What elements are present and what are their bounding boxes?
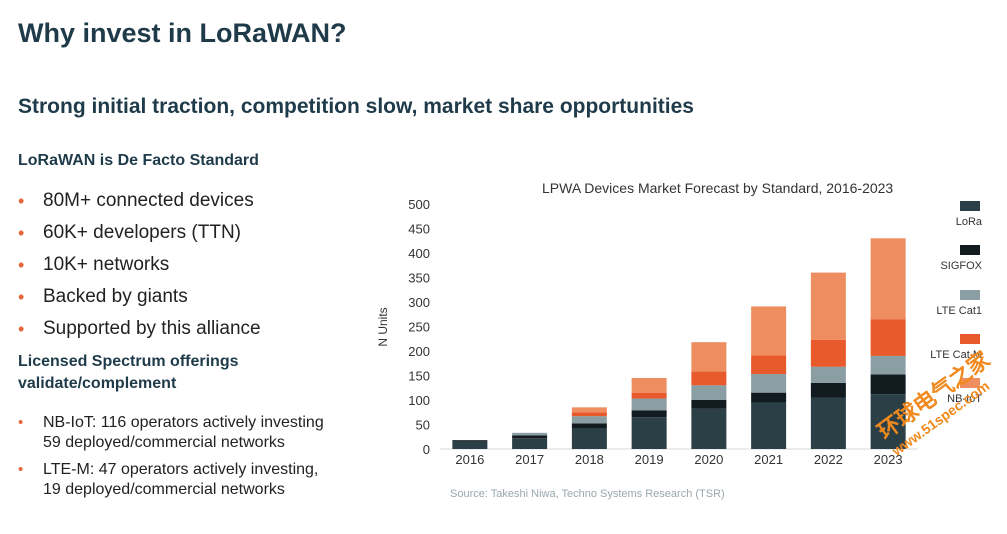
slide-title: Why invest in LoRaWAN? (18, 18, 347, 48)
bar-segment-nb-iot (631, 377, 667, 393)
bar-segment-lora (691, 408, 727, 449)
bar-segment-lte-cat-m (691, 371, 727, 386)
y-tick-label: 100 (408, 393, 430, 408)
section-heading-licensed: Licensed Spectrum offerings validate/com… (18, 351, 239, 395)
bar-segment-lte-cat1 (751, 374, 787, 393)
bullet-dot-icon: • (18, 191, 25, 211)
bar-segment-lte-cat1 (870, 355, 906, 375)
legend-label: LTE Cat1 (936, 305, 982, 317)
bar-segment-lte-cat1 (631, 398, 667, 411)
y-tick-label: 300 (408, 295, 430, 310)
bullet-text: NB-IoT: 116 operators actively investing (43, 414, 324, 431)
y-tick-label: 250 (408, 320, 430, 335)
x-tick-label: 2021 (754, 452, 783, 467)
chart-title: LPWA Devices Market Forecast by Standard… (542, 180, 893, 196)
legend-swatch (960, 378, 980, 388)
bar-segment-lora (810, 397, 846, 449)
bullet-dot-icon: • (18, 223, 25, 243)
x-tick-label: 2016 (455, 452, 484, 467)
bullet-text: 10K+ networks (43, 254, 170, 275)
bar-segment-lte-cat-m (631, 392, 667, 399)
list-item: • 80M+ connected devices (18, 190, 261, 222)
bullet-list-licensed: • NB-IoT: 116 operators actively investin… (18, 413, 324, 507)
bullet-dot-icon: • (18, 287, 25, 307)
lpwa-forecast-chart: LPWA Devices Market Forecast by Standard… (376, 180, 983, 500)
heading-line: validate/complement (18, 375, 177, 392)
bar-segment-lora (870, 394, 906, 449)
x-tick-label: 2020 (694, 452, 723, 467)
bullet-text: Supported by this alliance (43, 318, 261, 339)
legend-swatch (960, 290, 980, 300)
bullet-text: LTE-M: 47 operators actively investing, (43, 461, 319, 478)
list-item: • 10K+ networks (18, 254, 261, 286)
legend-label: SIGFOX (940, 260, 982, 272)
bullet-text: 59 deployed/commercial networks (43, 434, 285, 451)
bullet-text: Backed by giants (43, 286, 188, 307)
bar-segment-sigfox (870, 374, 906, 395)
bar-segment-lte-cat1 (691, 385, 727, 400)
bar-segment-lora (512, 438, 548, 449)
bar-segment-lora (571, 428, 607, 449)
y-tick-label: 450 (408, 222, 430, 237)
bar-segment-sigfox (810, 382, 846, 398)
y-tick-label: 400 (408, 246, 430, 261)
legend-label: LoRa (956, 216, 983, 228)
legend-swatch (960, 334, 980, 344)
bar-segment-sigfox (512, 435, 548, 439)
bar-segment-nb-iot (870, 238, 906, 320)
bullet-text: 80M+ connected devices (43, 190, 254, 211)
bar-segment-lora (452, 441, 488, 449)
bullet-text: 19 deployed/commercial networks (43, 481, 285, 498)
bar-segment-sigfox (452, 440, 488, 442)
legend-swatch (960, 245, 980, 255)
list-item: • NB-IoT: 116 operators actively investin… (18, 413, 324, 453)
legend-label: NB-IoT (947, 393, 982, 405)
bar-segment-nb-iot (691, 342, 727, 372)
bullet-text: 60K+ developers (TTN) (43, 222, 241, 243)
y-axis-label: N Units (376, 307, 390, 346)
y-tick-label: 350 (408, 271, 430, 286)
bar-segment-lte-cat-m (810, 339, 846, 367)
bar-segment-lte-cat-m (751, 355, 787, 375)
x-tick-label: 2018 (575, 452, 604, 467)
y-tick-label: 150 (408, 369, 430, 384)
x-tick-label: 2017 (515, 452, 544, 467)
x-tick-label: 2019 (635, 452, 664, 467)
list-item: • Supported by this alliance (18, 318, 261, 350)
bar-segment-nb-iot (571, 407, 607, 413)
list-item: • LTE-M: 47 operators actively investing,… (18, 460, 324, 500)
bar-segment-sigfox (691, 400, 727, 409)
list-item: • Backed by giants (18, 286, 261, 318)
slide-subtitle: Strong initial traction, competition slo… (18, 95, 694, 118)
chart-source: Source: Takeshi Niwa, Techno Systems Res… (450, 488, 725, 500)
bar-segment-lora (631, 417, 667, 449)
list-item: • 60K+ developers (TTN) (18, 222, 261, 254)
bar-segment-lte-cat1 (810, 366, 846, 383)
bullet-dot-icon: • (18, 319, 25, 339)
bar-segment-sigfox (751, 392, 787, 403)
bar-segment-nb-iot (751, 306, 787, 356)
bullet-list-lorawan: • 80M+ connected devices • 60K+ developers… (18, 190, 261, 350)
bar-segment-lte-cat-m (870, 319, 906, 356)
y-tick-label: 500 (408, 197, 430, 212)
bullet-dot-icon: • (18, 255, 25, 275)
bullet-dot-icon: • (18, 461, 24, 478)
bar-segment-lte-cat1 (571, 416, 607, 424)
x-tick-label: 2022 (814, 452, 843, 467)
bullet-dot-icon: • (18, 414, 24, 431)
section-heading-lorawan: LoRaWAN is De Facto Standard (18, 152, 259, 169)
bar-segment-lora (751, 402, 787, 449)
bar-segment-sigfox (631, 410, 667, 418)
heading-line: Licensed Spectrum offerings (18, 353, 239, 370)
bar-segment-lte-cat-m (571, 412, 607, 417)
y-tick-label: 200 (408, 344, 430, 359)
legend-label: LTE Cat M (930, 349, 982, 361)
bar-segment-lte-cat1 (512, 432, 548, 436)
bar-segment-sigfox (571, 423, 607, 429)
bar-segment-nb-iot (810, 272, 846, 340)
y-tick-label: 0 (423, 442, 430, 457)
y-tick-label: 50 (416, 418, 430, 433)
x-tick-label: 2023 (874, 452, 903, 467)
legend-swatch (960, 201, 980, 211)
